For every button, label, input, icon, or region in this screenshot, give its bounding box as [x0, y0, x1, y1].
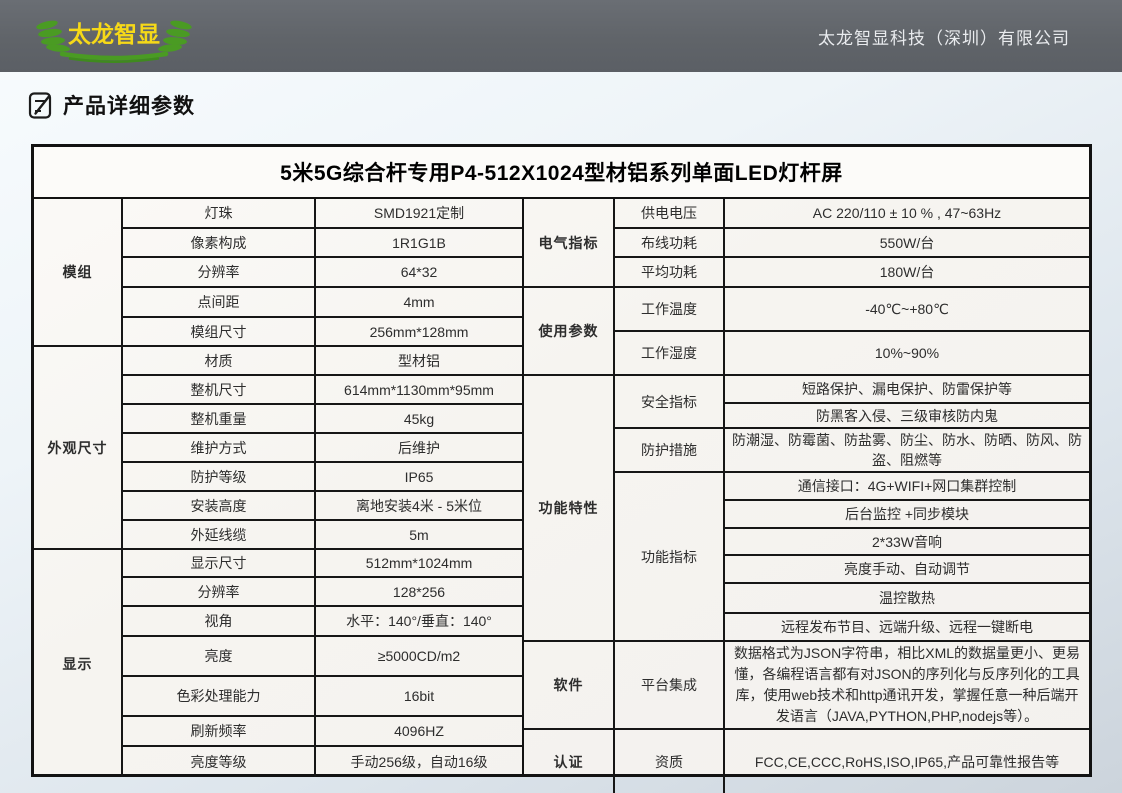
spec-value: 手动256级，自动16级 [314, 745, 523, 778]
spec-category: 使用参数 [523, 286, 615, 376]
spec-label: 平均功耗 [613, 256, 725, 288]
spec-label: 分辨率 [121, 576, 316, 607]
spec-value: IP65 [314, 461, 523, 492]
spec-left-half: 模组 灯珠 SMD1921定制 像素构成 1R1G1B 分辨率 64*32 [33, 198, 524, 778]
spec-value: 64*32 [314, 256, 523, 288]
spec-label: 亮度等级 [121, 745, 316, 778]
spec-label: 整机尺寸 [121, 374, 316, 405]
spec-label: 外延线缆 [121, 519, 316, 550]
spec-value: 256mm*128mm [314, 316, 523, 347]
spec-value: 4096HZ [314, 715, 523, 747]
spec-value: 亮度手动、自动调节 [723, 554, 1090, 584]
spec-category: 模组 [33, 198, 123, 347]
logo-text: 太龙智显 [68, 21, 160, 47]
spec-label: 供电电压 [613, 198, 725, 229]
spec-value: 45kg [314, 403, 523, 434]
section-title: 产品详细参数 [63, 95, 195, 118]
spec-value: 5m [314, 519, 523, 550]
spec-value: 2*33W音响 [723, 527, 1090, 556]
spec-value: 4mm [314, 286, 523, 318]
spec-label: 视角 [121, 605, 316, 637]
spec-category: 认证 [523, 728, 615, 793]
spec-label: 整机重量 [121, 403, 316, 434]
spec-value: 防黑客入侵、三级审核防内鬼 [723, 402, 1090, 429]
spec-table-body: 模组 灯珠 SMD1921定制 像素构成 1R1G1B 分辨率 64*32 [33, 198, 1090, 793]
spec-label: 功能指标 [613, 471, 725, 642]
spec-value: 短路保护、漏电保护、防雷保护等 [723, 374, 1090, 404]
spec-label: 安全指标 [613, 374, 725, 429]
company-logo: 太龙智显 [34, 9, 194, 63]
spec-category: 外观尺寸 [33, 345, 123, 550]
spec-table-title: 5米5G综合杆专用P4-512X1024型材铝系列单面LED灯杆屏 [34, 147, 1089, 199]
spec-value: 数据格式为JSON字符串，相比XML的数据量更小、更易懂，各编程语言都有对JSO… [723, 640, 1090, 730]
spec-label: 布线功耗 [613, 227, 725, 258]
spec-label: 点间距 [121, 286, 316, 318]
spec-category: 软件 [523, 640, 615, 730]
spec-value: 型材铝 [314, 345, 523, 376]
spec-value: 1R1G1B [314, 227, 523, 258]
spec-value: ≥5000CD/m2 [314, 635, 523, 677]
spec-label: 刷新频率 [121, 715, 316, 747]
spec-value: 180W/台 [723, 256, 1090, 288]
spec-value: 512mm*1024mm [314, 548, 523, 578]
product-spec-table: 5米5G综合杆专用P4-512X1024型材铝系列单面LED灯杆屏 模组 灯珠 … [31, 144, 1092, 793]
spec-label: 模组尺寸 [121, 316, 316, 347]
spec-label: 工作湿度 [613, 330, 725, 376]
spec-value: 后维护 [314, 432, 523, 463]
spec-label: 防护措施 [613, 427, 725, 473]
spec-category: 功能特性 [523, 374, 615, 642]
spec-value: 通信接口：4G+WIFI+网口集群控制 [723, 471, 1090, 501]
spec-value: -40℃~+80℃ [723, 286, 1090, 332]
spec-value: FCC,CE,CCC,RoHS,ISO,IP65,产品可靠性报告等 [723, 728, 1090, 793]
section-heading: 产品详细参数 [28, 88, 195, 122]
spec-label: 分辨率 [121, 256, 316, 288]
spec-value: AC 220/110 ± 10 % , 47~63Hz [723, 198, 1090, 229]
clipboard-pencil-icon [28, 92, 52, 119]
top-header-bar: 太龙智显 太龙智显科技（深圳）有限公司 [0, 0, 1122, 72]
spec-category: 电气指标 [523, 198, 615, 288]
spec-right-half: 电气指标 供电电压 AC 220/110 ± 10 % , 47~63Hz 布线… [523, 198, 1090, 793]
laurel-wreath-icon: 太龙智显 [36, 20, 192, 63]
spec-label: 安装高度 [121, 490, 316, 521]
spec-label: 维护方式 [121, 432, 316, 463]
spec-label: 色彩处理能力 [121, 675, 316, 717]
spec-label: 亮度 [121, 635, 316, 677]
spec-value: 离地安装4米 - 5米位 [314, 490, 523, 521]
spec-label: 工作温度 [613, 286, 725, 332]
spec-value: 防潮湿、防霉菌、防盐雾、防尘、防水、防晒、防风、防盗、阻燃等 [723, 427, 1090, 473]
right-spec-table: 电气指标 供电电压 AC 220/110 ± 10 % , 47~63Hz 布线… [523, 198, 1090, 793]
left-spec-table: 模组 灯珠 SMD1921定制 像素构成 1R1G1B 分辨率 64*32 [33, 198, 523, 778]
company-name: 太龙智显科技（深圳）有限公司 [818, 28, 1070, 48]
spec-value: 后台监控 +同步模块 [723, 499, 1090, 529]
spec-label: 防护等级 [121, 461, 316, 492]
spec-category: 显示 [33, 548, 123, 778]
spec-value: 16bit [314, 675, 523, 717]
spec-value: 水平：140°/垂直：140° [314, 605, 523, 637]
spec-label: 像素构成 [121, 227, 316, 258]
spec-value: 614mm*1130mm*95mm [314, 374, 523, 405]
spec-label: 材质 [121, 345, 316, 376]
spec-label: 平台集成 [613, 640, 725, 730]
spec-label: 资质 [613, 728, 725, 793]
spec-label: 显示尺寸 [121, 548, 316, 578]
spec-value: 温控散热 [723, 582, 1090, 614]
spec-value: 550W/台 [723, 227, 1090, 258]
spec-value: 128*256 [314, 576, 523, 607]
spec-value: 10%~90% [723, 330, 1090, 376]
spec-label: 灯珠 [121, 198, 316, 229]
spec-value: 远程发布节目、远端升级、远程一键断电 [723, 612, 1090, 642]
spec-value: SMD1921定制 [314, 198, 523, 229]
